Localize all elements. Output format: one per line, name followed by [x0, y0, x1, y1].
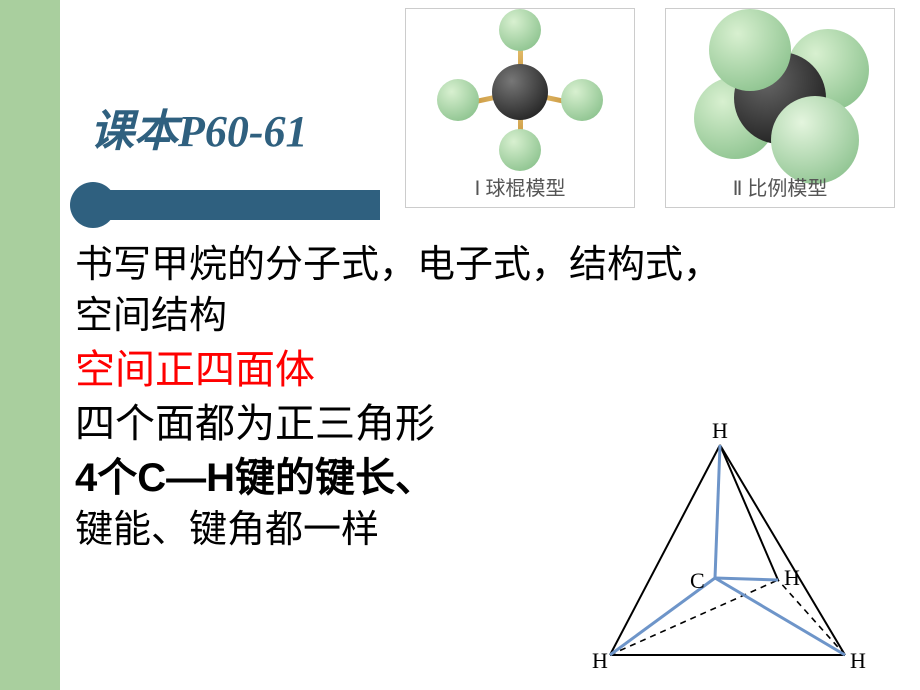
underline-bar: [95, 190, 380, 220]
page-title: 课本P60-61: [90, 95, 308, 159]
line4-mid: 个: [97, 455, 137, 500]
tetra-label-center: C: [690, 568, 705, 594]
h-atom-bottom: [499, 129, 541, 171]
sf-h-top: [709, 9, 791, 91]
tetra-label-botright: H: [850, 648, 866, 674]
title-underline: [0, 190, 380, 220]
tetra-label-botleft: H: [592, 648, 608, 674]
tetra-label-midright: H: [784, 565, 800, 591]
tetrahedron-diagram: H C H H H: [570, 430, 880, 680]
ball-stick-model: Ⅰ 球棍模型: [405, 8, 635, 208]
space-fill-model: Ⅱ 比例模型: [665, 8, 895, 208]
line4-post: 键的键长、: [235, 455, 435, 500]
space-fill-caption: Ⅱ 比例模型: [666, 172, 894, 201]
line1b: 空间结构: [75, 291, 895, 342]
h-atom-right: [561, 79, 603, 121]
tetra-label-top: H: [712, 418, 728, 444]
line4-num: 4: [75, 456, 97, 500]
h-atom-top: [499, 9, 541, 51]
h-atom-left: [437, 79, 479, 121]
title-text: 课本P60-61: [90, 107, 308, 156]
line2: 空间正四面体: [75, 343, 895, 397]
sf-h-front: [771, 96, 859, 184]
ball-stick-caption: Ⅰ 球棍模型: [406, 172, 634, 201]
tetrahedron-svg: [570, 430, 880, 680]
line4-ch: C—H: [137, 456, 235, 500]
left-sidebar: [0, 0, 60, 690]
c-atom-center: [492, 64, 548, 120]
line1a: 书写甲烷的分子式，电子式，结构式，: [75, 240, 895, 291]
